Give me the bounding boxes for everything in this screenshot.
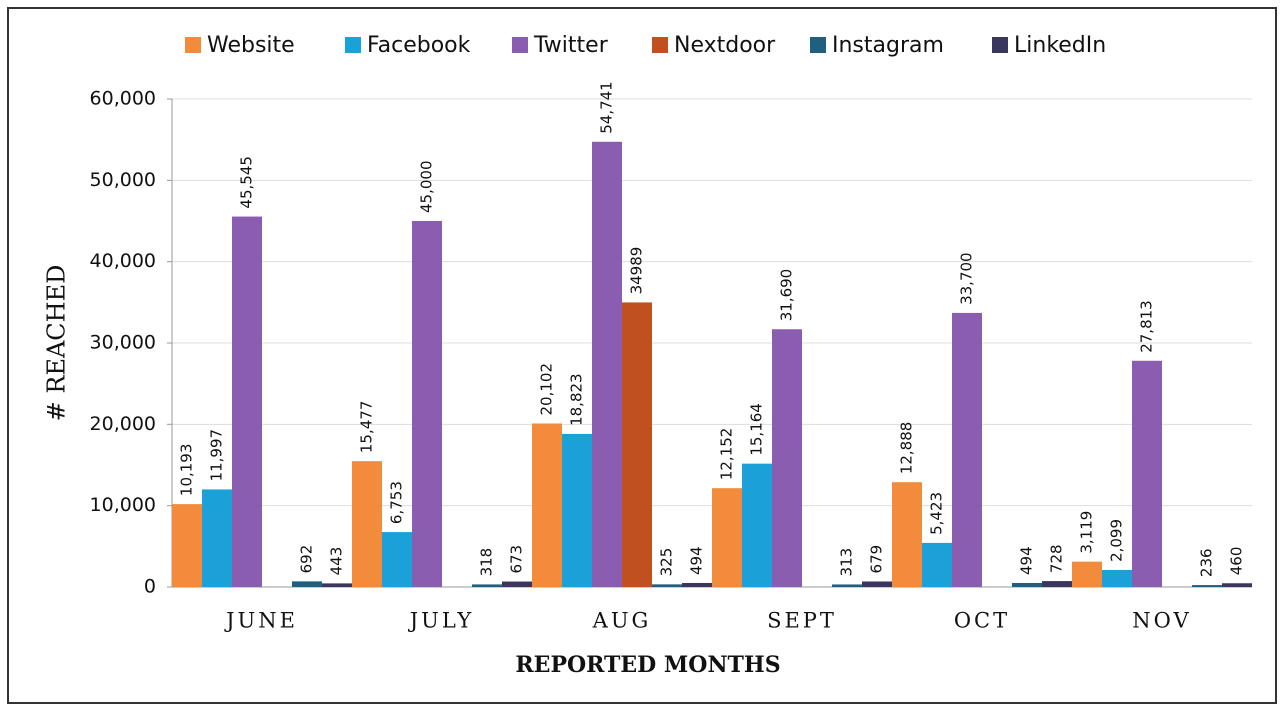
bar [352, 461, 382, 587]
x-tick-label: NOV [1132, 609, 1191, 633]
bar [592, 141, 622, 587]
value-label: 5,423 [928, 492, 946, 535]
bar [532, 423, 562, 587]
bar [652, 584, 682, 587]
value-label: 3,119 [1078, 511, 1096, 554]
legend-swatch [810, 37, 826, 53]
bar [322, 583, 352, 587]
bar [892, 482, 922, 587]
value-label: 20,102 [538, 363, 556, 416]
value-label: 34989 [628, 247, 646, 295]
bar [862, 581, 892, 587]
bar [472, 584, 502, 587]
value-label: 15,477 [358, 401, 376, 454]
value-label: 313 [838, 548, 856, 577]
x-axis-title: REPORTED MONTHS [515, 652, 780, 678]
bar [832, 584, 862, 587]
value-label: 673 [508, 545, 526, 574]
y-tick-label: 40,000 [90, 250, 156, 272]
y-tick-label: 0 [144, 576, 156, 598]
bar [772, 329, 802, 587]
bar [292, 581, 322, 587]
value-label: 236 [1198, 548, 1216, 577]
bar [922, 542, 952, 587]
x-tick-label: OCT [954, 609, 1010, 633]
legend-label: Instagram [832, 33, 944, 58]
x-tick-label: SEPT [767, 609, 837, 633]
legend-swatch [185, 37, 201, 53]
value-label: 11,997 [208, 429, 226, 482]
value-label: 12,888 [898, 422, 916, 475]
y-tick-label: 20,000 [90, 413, 156, 435]
x-tick-label: JULY [408, 609, 475, 633]
bar [382, 532, 412, 587]
legend-label: Facebook [367, 33, 471, 58]
value-label: 679 [868, 545, 886, 574]
bar [412, 221, 442, 587]
y-tick-label: 10,000 [90, 494, 156, 516]
bar [202, 489, 232, 587]
value-label: 15,164 [748, 403, 766, 456]
bar [682, 582, 712, 587]
bar [952, 312, 982, 587]
x-tick-label: AUG [592, 609, 652, 633]
legend-swatch [652, 37, 668, 53]
value-label: 54,741 [598, 81, 616, 134]
legend-label: Nextdoor [674, 33, 776, 58]
value-label: 6,753 [388, 481, 406, 524]
legend-label: LinkedIn [1014, 33, 1106, 58]
value-label: 18,823 [568, 373, 586, 426]
bar [742, 463, 772, 587]
value-label: 325 [658, 548, 676, 577]
y-tick-label: 60,000 [90, 88, 156, 110]
value-label: 692 [298, 545, 316, 574]
bar [232, 216, 262, 588]
y-tick-label: 30,000 [90, 332, 156, 354]
bar [622, 302, 652, 587]
bar [1072, 561, 1102, 587]
value-label: 45,000 [418, 161, 436, 214]
value-label: 33,700 [958, 252, 976, 305]
bar [1222, 583, 1252, 587]
value-label: 318 [478, 548, 496, 577]
value-label: 2,099 [1108, 519, 1126, 562]
value-label: 45,545 [238, 156, 256, 209]
legend-swatch [345, 37, 361, 53]
value-label: 728 [1048, 544, 1066, 573]
bar [172, 504, 202, 587]
value-label: 494 [688, 546, 706, 575]
bar [562, 433, 592, 587]
value-label: 460 [1228, 547, 1246, 576]
legend-swatch [512, 37, 528, 53]
bar [1102, 569, 1132, 587]
bar [1012, 582, 1042, 587]
y-tick-label: 50,000 [90, 169, 156, 191]
bar [502, 581, 532, 587]
value-label: 12,152 [718, 428, 736, 481]
legend-label: Website [207, 33, 295, 58]
bar [1132, 360, 1162, 587]
legend-label: Twitter [533, 33, 609, 58]
bar [712, 488, 742, 587]
bar [1192, 585, 1222, 587]
bar [1042, 581, 1072, 587]
x-tick-label: JUNE [224, 609, 298, 633]
value-label: 10,193 [178, 444, 196, 497]
y-axis-title: # REACHED [43, 265, 71, 422]
legend-swatch [992, 37, 1008, 53]
value-label: 31,690 [778, 269, 796, 322]
chart-frame [7, 7, 1277, 704]
value-label: 27,813 [1138, 300, 1156, 353]
value-label: 443 [328, 547, 346, 576]
value-label: 494 [1018, 546, 1036, 575]
